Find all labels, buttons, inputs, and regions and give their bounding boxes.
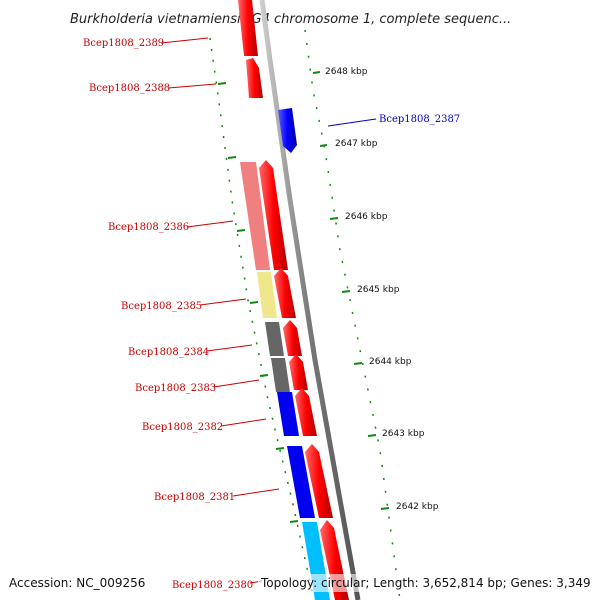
gene-label[interactable]: Bcep1808_2383	[135, 383, 216, 394]
cog-block	[271, 358, 290, 392]
gene-bcep1808-2389[interactable]	[238, 0, 258, 56]
gene-bcep1808-2383[interactable]	[289, 354, 308, 390]
scale-label: 2644 kbp	[369, 357, 412, 367]
label-leader	[233, 489, 279, 496]
gene-bcep1808-2384[interactable]	[283, 320, 302, 356]
gene-bcep1808-2382[interactable]	[295, 388, 317, 436]
topology-text: Topology: circular; Length: 3,652,814 bp…	[260, 576, 591, 590]
gene-bcep1808-2385[interactable]	[274, 268, 296, 318]
gene-label[interactable]: Bcep1808_2389	[83, 38, 164, 49]
gene-label[interactable]: Bcep1808_2380	[172, 580, 253, 591]
scale-tick	[320, 145, 327, 146]
gene-label[interactable]: Bcep1808_2382	[142, 422, 223, 433]
scale-label: 2643 kbp	[382, 429, 425, 439]
label-leader	[161, 38, 208, 43]
label-leader	[168, 84, 216, 88]
scale-tick	[330, 218, 338, 219]
gene-bcep1808-2388[interactable]	[246, 58, 263, 98]
cog-block	[257, 272, 277, 318]
scale-tick	[354, 363, 362, 364]
gene-label[interactable]: Bcep1808_2388	[89, 83, 170, 94]
scale-tick	[381, 508, 389, 509]
genes	[238, 0, 349, 600]
scale-label: 2642 kbp	[396, 502, 439, 512]
label-leader	[200, 299, 246, 305]
label-leader	[221, 419, 266, 426]
accession-text: Accession: NC_009256	[9, 576, 145, 590]
scale-tick	[342, 291, 350, 292]
label-leader	[207, 345, 252, 351]
gene-label[interactable]: Bcep1808_2386	[108, 222, 189, 233]
label-leader	[187, 221, 233, 227]
gene-label[interactable]: Bcep1808_2381	[154, 492, 235, 503]
scale-label: 2645 kbp	[357, 285, 400, 295]
map-title: Burkholderia vietnamiensis G4 chromosome…	[70, 12, 511, 27]
gene-label[interactable]: Bcep1808_2384	[128, 347, 209, 358]
scale-label: 2648 kbp	[325, 67, 368, 77]
gene-label[interactable]: Bcep1808_2387	[379, 114, 460, 125]
cog-block	[265, 322, 284, 356]
inner-tick-track	[210, 38, 314, 600]
scale-tick	[313, 72, 320, 73]
genome-map: Burkholderia vietnamiensis G4 chromosome…	[0, 0, 600, 600]
scale-tick	[368, 435, 376, 436]
scale-label: 2647 kbp	[335, 139, 378, 149]
label-leader	[328, 119, 376, 126]
gene-label[interactable]: Bcep1808_2385	[121, 301, 202, 312]
label-leader	[214, 380, 259, 387]
scale-label: 2646 kbp	[345, 212, 388, 222]
